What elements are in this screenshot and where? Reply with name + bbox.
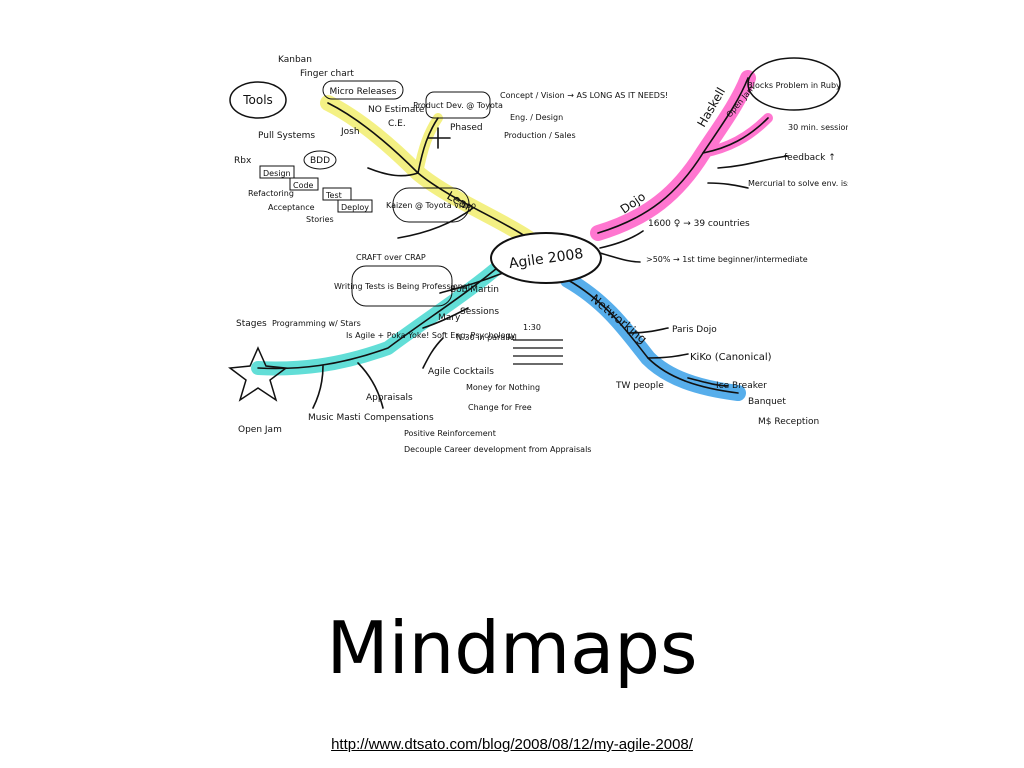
tw-people-text: TW people xyxy=(615,381,664,391)
ce-text: C.E. xyxy=(388,119,406,129)
product-dev-text: Product Dev. @ Toyota xyxy=(413,101,503,110)
design-text: Design xyxy=(263,169,291,178)
acceptance-text: Acceptance xyxy=(268,203,315,212)
center-node xyxy=(490,232,602,284)
kaizen-text: Kaizen @ Toyota video xyxy=(386,201,476,210)
blocks-text: Blocks Problem in Ruby xyxy=(747,81,841,90)
agile-2008-mindmap: Agile 2008 Lean Dojo Networking Tools Ka… xyxy=(228,55,848,454)
refactoring-text: Refactoring xyxy=(248,189,294,198)
production-text: Production / Sales xyxy=(504,131,576,140)
session30-text: 30 min. session xyxy=(788,123,848,132)
programming-text: Programming w/ Stars xyxy=(272,319,361,328)
money-text: Money for Nothing xyxy=(466,383,540,392)
micro-releases-box xyxy=(322,80,404,100)
paris-dojo-text: Paris Dojo xyxy=(672,325,717,335)
schedule-lines xyxy=(513,339,563,365)
deploy-text: Deploy xyxy=(341,203,369,212)
no-estimate-text: NO Estimate xyxy=(368,105,425,115)
decouple-text: Decouple Career development from Apprais… xyxy=(404,445,591,454)
slide-title: Mindmaps xyxy=(326,606,698,690)
mary-text: Mary xyxy=(438,313,461,323)
open-jam-text: Open Jam xyxy=(238,425,282,435)
blocks-node xyxy=(747,57,841,111)
n30-text: N 30 in parallel xyxy=(456,333,517,342)
countries-text: 1600 ♀ → 39 countries xyxy=(648,219,750,229)
lean-highlight xyxy=(320,95,536,246)
feedback-text: feedback ↑ xyxy=(784,153,836,163)
phased-text: Phased xyxy=(450,123,483,133)
time-text: 1:30 xyxy=(523,323,541,332)
code-text: Code xyxy=(293,181,314,190)
appraisals-text: Appraisals xyxy=(366,393,413,403)
star-icon xyxy=(228,346,288,402)
josh-text: Josh xyxy=(340,127,360,137)
sessions-text: Sessions xyxy=(460,307,499,317)
craft-text: CRAFT over CRAP xyxy=(356,253,426,262)
pull-systems-text: Pull Systems xyxy=(258,131,315,141)
ms-reception-text: M$ Reception xyxy=(758,417,819,427)
test-text: Test xyxy=(325,191,342,200)
first-time-text: >50% → 1st time beginner/intermediate xyxy=(646,255,808,264)
networking-label: Networking xyxy=(588,292,650,347)
positive-text: Positive Reinforcement xyxy=(404,429,496,438)
finger-chart-text: Finger chart xyxy=(300,69,354,79)
stories-text: Stories xyxy=(306,215,334,224)
agile-cocktails-text: Agile Cocktails xyxy=(428,367,494,377)
bdd-node xyxy=(303,150,337,170)
tools-label: Tools xyxy=(242,93,273,107)
eng-text: Eng. / Design xyxy=(510,113,563,122)
kanban-text: Kanban xyxy=(278,55,312,65)
kaizen-box xyxy=(392,187,470,223)
writing-tests-text: Writing Tests is Being Professional xyxy=(334,282,470,291)
icebreaker-text: Ice Breaker xyxy=(716,381,767,391)
source-link[interactable]: http://www.dtsato.com/blog/2008/08/12/my… xyxy=(331,736,693,753)
bdd-text: BDD xyxy=(310,156,330,166)
change-text: Change for Free xyxy=(468,403,532,412)
banquet-text: Banquet xyxy=(748,397,786,407)
micro-releases-text: Micro Releases xyxy=(330,87,397,97)
concept-text: Concept / Vision → AS LONG AS IT NEEDS! xyxy=(500,91,668,100)
music-text: Music Masti xyxy=(308,413,360,423)
bob-martin-text: Bob Martin xyxy=(450,285,499,295)
kiko-text: KiKo (Canonical) xyxy=(690,352,772,363)
tools-node xyxy=(229,81,287,119)
product-dev-box xyxy=(425,91,491,119)
stages-text: Stages xyxy=(236,319,267,329)
writing-tests-box xyxy=(351,265,453,307)
compensations-text: Compensations xyxy=(364,413,434,423)
is-agile-text: Is Agile + Poka Yoke! Soft Eng. Psycholo… xyxy=(346,331,516,340)
lean-highlight-2 xyxy=(413,113,443,178)
rbx-text: Rbx xyxy=(234,156,252,166)
mercurial-text: Mercurial to solve env. issues xyxy=(748,179,848,188)
